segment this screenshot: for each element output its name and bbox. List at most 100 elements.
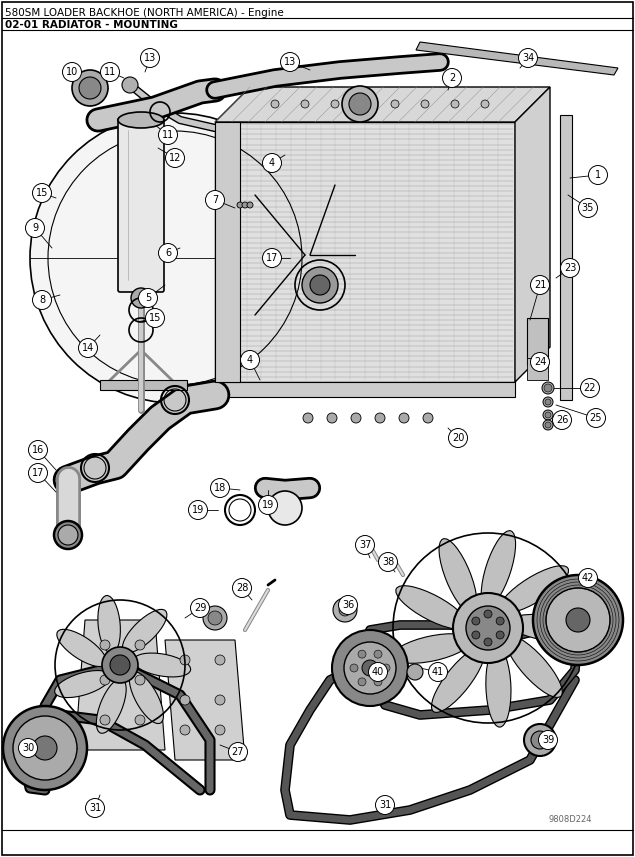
Text: 9808D224: 9808D224 [549,816,592,824]
Text: 18: 18 [214,483,226,493]
Ellipse shape [57,629,107,667]
Polygon shape [515,87,550,382]
Circle shape [358,650,366,658]
Text: 21: 21 [534,280,546,290]
Text: 7: 7 [212,195,218,205]
Circle shape [362,660,378,676]
Circle shape [262,249,281,267]
Circle shape [481,100,489,108]
Polygon shape [527,318,548,365]
Text: 4: 4 [269,158,275,168]
Circle shape [530,352,549,371]
Text: 24: 24 [534,357,546,367]
Circle shape [538,730,558,750]
Circle shape [241,351,260,369]
Text: 30: 30 [22,743,34,753]
Circle shape [79,339,98,357]
Circle shape [100,715,110,725]
Circle shape [62,63,81,81]
Text: 13: 13 [284,57,296,67]
Text: 5: 5 [145,293,151,303]
Circle shape [180,655,190,665]
Text: 15: 15 [149,313,161,323]
Circle shape [543,420,553,430]
Circle shape [351,413,361,423]
Circle shape [375,413,385,423]
Text: 16: 16 [32,445,44,455]
Text: 11: 11 [104,67,116,77]
Circle shape [242,202,248,208]
Circle shape [122,77,138,93]
Text: 27: 27 [232,747,244,757]
Text: 36: 36 [342,600,354,610]
Circle shape [140,49,159,68]
Circle shape [29,440,48,459]
Circle shape [543,397,553,407]
Circle shape [58,525,78,545]
Circle shape [32,183,51,202]
Circle shape [524,724,556,756]
Circle shape [545,399,551,405]
Circle shape [375,795,394,814]
FancyBboxPatch shape [118,118,164,292]
Circle shape [448,428,467,447]
Circle shape [327,413,337,423]
Ellipse shape [98,596,121,653]
Circle shape [262,153,281,172]
Text: 19: 19 [262,500,274,510]
Ellipse shape [486,647,511,727]
Circle shape [247,202,253,208]
Circle shape [72,70,108,106]
Circle shape [100,63,119,81]
Circle shape [519,49,537,68]
Circle shape [472,631,480,639]
Circle shape [203,606,227,630]
Circle shape [210,478,229,498]
Circle shape [368,662,387,681]
Circle shape [190,598,210,618]
Polygon shape [215,382,515,397]
Circle shape [189,500,208,519]
Ellipse shape [133,653,190,677]
Polygon shape [165,640,245,760]
Circle shape [331,100,339,108]
Text: 17: 17 [266,253,278,263]
Circle shape [13,716,77,780]
Ellipse shape [392,633,471,663]
Text: 9: 9 [32,223,38,233]
Circle shape [100,640,110,650]
Text: 26: 26 [556,415,568,425]
Circle shape [281,52,300,71]
Text: 15: 15 [36,188,48,198]
Circle shape [578,199,598,218]
Ellipse shape [396,585,467,629]
Circle shape [382,664,390,672]
Text: 13: 13 [144,53,156,63]
Text: 6: 6 [165,248,171,258]
Circle shape [566,608,590,632]
Circle shape [208,611,222,625]
Circle shape [215,725,225,735]
Ellipse shape [431,648,485,712]
Circle shape [466,606,510,650]
Text: 31: 31 [89,803,101,813]
Circle shape [145,309,164,327]
Circle shape [496,631,504,639]
Ellipse shape [118,112,164,128]
Circle shape [484,610,492,618]
Text: 11: 11 [162,130,174,140]
Polygon shape [215,122,515,382]
Circle shape [79,77,101,99]
Circle shape [301,100,309,108]
Circle shape [271,100,279,108]
Circle shape [544,384,552,392]
Circle shape [131,288,151,308]
Circle shape [552,411,572,429]
Circle shape [421,100,429,108]
Ellipse shape [130,672,163,723]
Text: 31: 31 [379,800,391,810]
Circle shape [332,630,408,706]
Circle shape [399,413,409,423]
Circle shape [451,100,459,108]
Circle shape [159,243,178,262]
